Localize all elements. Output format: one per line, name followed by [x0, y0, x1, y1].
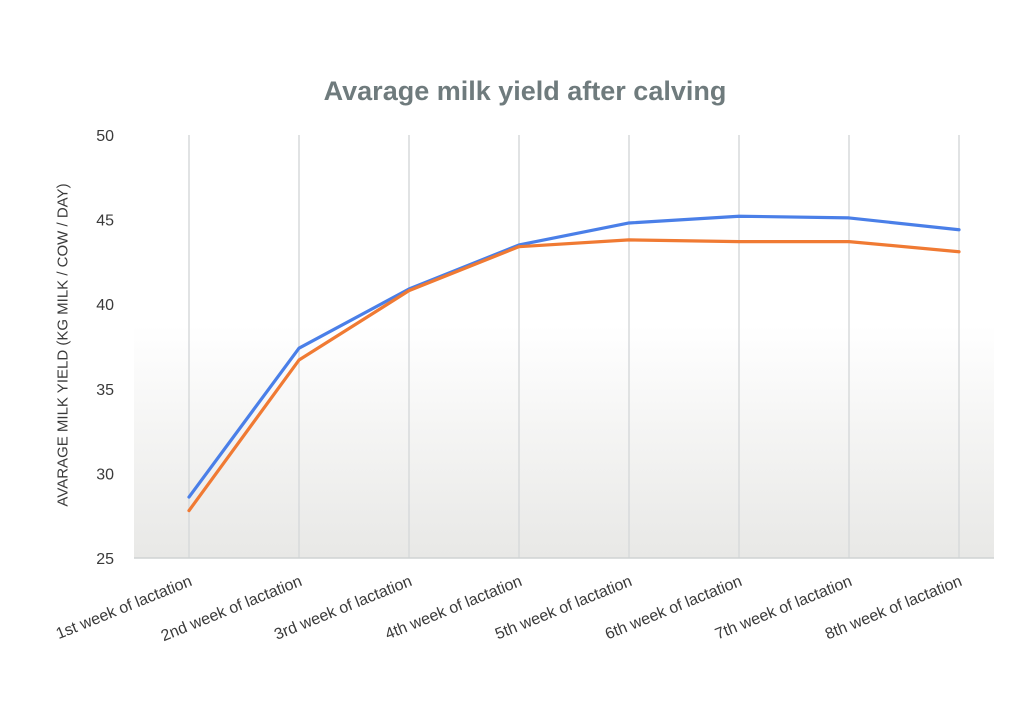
y-tick-label: 35 [96, 382, 114, 399]
y-tick-label: 40 [96, 297, 114, 314]
y-tick-label: 50 [96, 128, 114, 145]
series-line-1 [187, 214, 961, 499]
y-tick-label: 45 [96, 213, 114, 230]
series-line-2 [187, 238, 961, 513]
y-tick-label: 25 [96, 551, 114, 568]
series-lines [187, 214, 961, 513]
plot-area [134, 135, 994, 558]
y-tick-label: 30 [96, 466, 114, 483]
chart-title: Avarage milk yield after calving [323, 76, 727, 106]
